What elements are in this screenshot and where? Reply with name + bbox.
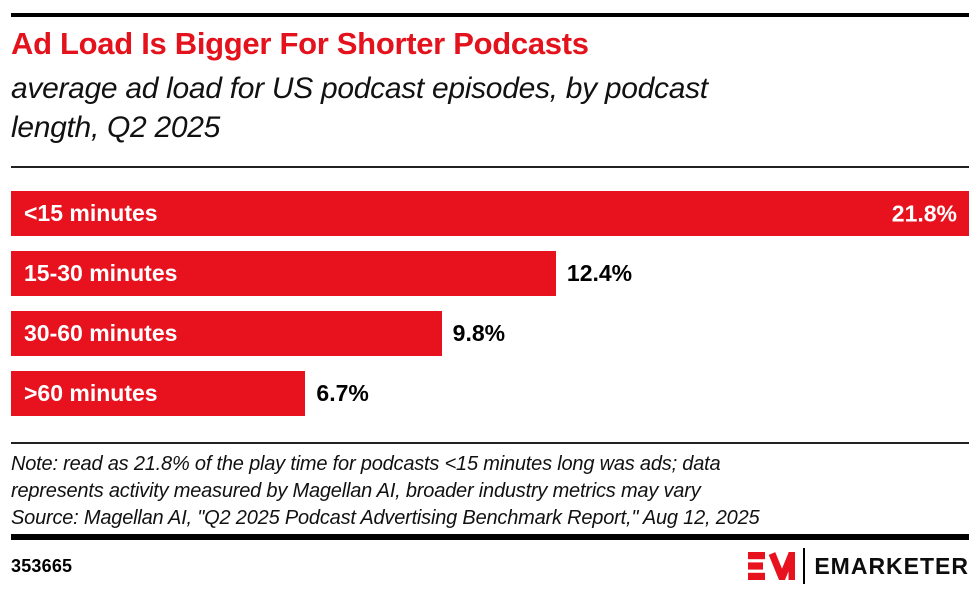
bar-row: 30-60 minutes 9.8% <box>11 311 969 356</box>
note-line-1: Note: read as 21.8% of the play time for… <box>11 453 721 475</box>
note-line-2: represents activity measured by Magellan… <box>11 480 701 502</box>
footer: 353665 EMARKETER <box>11 548 969 584</box>
chart-title: Ad Load Is Bigger For Shorter Podcasts <box>11 26 589 61</box>
bar-value-label: 21.8% <box>891 200 957 226</box>
bar: <15 minutes 21.8% <box>11 191 969 236</box>
chart-subtitle-line-2: length, Q2 2025 <box>11 111 221 144</box>
footnote: Note: read as 21.8% of the play time for… <box>11 451 969 532</box>
bar: >60 minutes <box>11 371 306 416</box>
bar-row: >60 minutes 6.7% <box>11 371 969 416</box>
brand-lockup: EMARKETER <box>748 548 969 584</box>
chart-subtitle: average ad load for US podcast episodes,… <box>11 69 969 147</box>
bar: 30-60 minutes <box>11 311 442 356</box>
top-rule <box>11 13 969 17</box>
bar-chart: <15 minutes 21.8% 15-30 minutes 12.4% 30-60 … <box>11 191 969 416</box>
chart-id: 353665 <box>11 555 73 576</box>
bottom-rule <box>11 534 969 540</box>
logo-divider <box>803 548 806 584</box>
bar-category-label: 30-60 minutes <box>24 320 178 346</box>
chart-subtitle-line-1: average ad load for US podcast episodes,… <box>11 72 708 105</box>
divider-above-chart <box>11 166 969 168</box>
source-line: Source: Magellan AI, "Q2 2025 Podcast Ad… <box>11 507 760 529</box>
divider-below-chart <box>11 442 969 444</box>
bar-value-label: 6.7% <box>316 380 369 406</box>
bar-category-label: 15-30 minutes <box>24 260 178 286</box>
bar-row: <15 minutes 21.8% <box>11 191 969 236</box>
bar: 15-30 minutes <box>11 251 556 296</box>
emarketer-logo-icon <box>748 552 796 580</box>
bar-row: 15-30 minutes 12.4% <box>11 251 969 296</box>
brand-name: EMARKETER <box>814 552 969 579</box>
bar-category-label: >60 minutes <box>24 380 158 406</box>
bar-category-label: <15 minutes <box>24 200 158 226</box>
bar-value-label: 12.4% <box>566 260 633 286</box>
bar-value-label: 9.8% <box>452 320 506 346</box>
